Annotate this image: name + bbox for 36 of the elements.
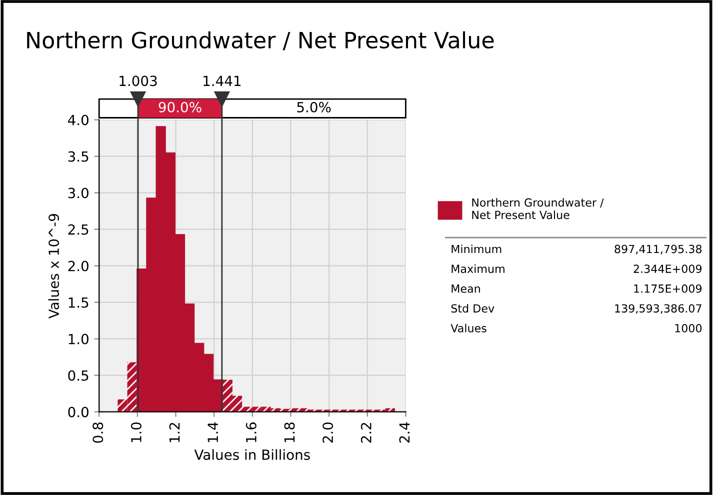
x-tick-label: 1.0 bbox=[130, 422, 142, 442]
x-tick-label: 0.8 bbox=[92, 422, 104, 443]
x-tick-label: 2.4 bbox=[399, 422, 410, 443]
text: Maximum bbox=[452, 264, 504, 273]
y-tick-label: 4.0 bbox=[68, 114, 88, 126]
text: Minimum bbox=[452, 244, 502, 254]
y-tick-label: 0.5 bbox=[68, 370, 88, 381]
text: Std Dev bbox=[451, 304, 494, 313]
legend-label: Northern Groundwater / Net Present Value bbox=[472, 198, 604, 220]
y-tick-label: 0.0 bbox=[68, 406, 88, 418]
text: 1.175E+009 bbox=[634, 284, 702, 293]
x-tick-label: 1.2 bbox=[169, 422, 180, 442]
text: 139,593,386.07 bbox=[615, 304, 702, 314]
y-tick-label: 2.0 bbox=[68, 260, 88, 272]
chart-title: Northern Groundwater / Net Present Value bbox=[27, 31, 494, 50]
ref-line-label: 1.441 bbox=[204, 76, 241, 86]
text: Mean bbox=[452, 284, 480, 293]
text: 1000 bbox=[675, 324, 702, 332]
y-tick-label: 3.0 bbox=[68, 188, 88, 198]
y-tick-label: 2.5 bbox=[68, 224, 88, 235]
text: Values bbox=[450, 324, 486, 332]
y-tick-label: 3.5 bbox=[68, 151, 88, 162]
y-tick-label: 1.0 bbox=[68, 334, 88, 344]
x-tick-label: 1.4 bbox=[208, 422, 218, 442]
text: 90.0% bbox=[158, 102, 202, 112]
x-tick-label: 2.0 bbox=[322, 422, 334, 443]
y-axis-title: Values x 10^-9 bbox=[48, 214, 60, 318]
x-axis-title: Values in Billions bbox=[194, 449, 310, 460]
x-tick-label: 1.6 bbox=[246, 422, 256, 442]
x-tick-label: 2.2 bbox=[360, 422, 372, 443]
ref-line-label: 1.003 bbox=[120, 76, 157, 86]
text: 5.0% bbox=[297, 102, 331, 112]
y-tick-label: 1.5 bbox=[68, 297, 88, 308]
x-tick-label: 1.8 bbox=[284, 422, 295, 442]
text: 2.344E+009 bbox=[634, 264, 702, 273]
text: 897,411,795.38 bbox=[614, 244, 702, 254]
